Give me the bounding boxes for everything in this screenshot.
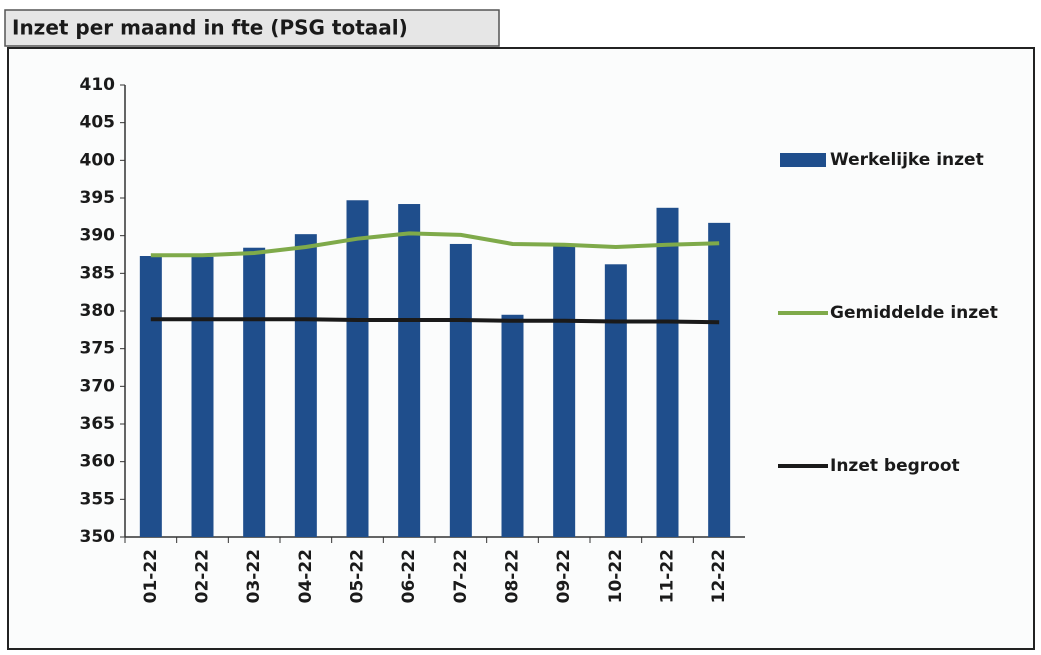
x-tick-label: 11-22 [658, 549, 678, 603]
y-tick-label: 410 [80, 75, 116, 95]
y-tick-label: 385 [80, 263, 116, 283]
legend-swatch [780, 153, 826, 167]
x-tick-label: 08-22 [503, 549, 523, 603]
x-tick-label: 02-22 [193, 549, 213, 603]
bar [243, 247, 266, 537]
y-tick-label: 405 [80, 113, 116, 133]
bar [553, 243, 576, 537]
x-tick-label: 01-22 [141, 549, 161, 603]
legend-label: Inzet begroot [830, 456, 960, 476]
x-tick-label: 06-22 [399, 549, 419, 603]
y-tick-label: 380 [80, 301, 116, 321]
bar [708, 222, 731, 538]
y-tick-label: 400 [80, 150, 116, 170]
bar [449, 243, 472, 537]
bar [656, 207, 679, 537]
x-tick-label: 03-22 [244, 549, 264, 603]
y-tick-label: 390 [80, 226, 116, 246]
x-tick-label: 07-22 [451, 549, 471, 603]
legend-label: Werkelijke inzet [830, 150, 984, 170]
bar [139, 256, 162, 537]
bar [398, 204, 421, 537]
x-tick-label: 12-22 [709, 549, 729, 603]
line [150, 231, 720, 258]
bar [294, 234, 317, 537]
y-tick-label: 360 [80, 452, 116, 472]
bar [346, 200, 369, 537]
line [150, 317, 720, 325]
x-tick-label: 04-22 [296, 549, 316, 603]
chart-title: Inzet per maand in fte (PSG totaal) [12, 16, 408, 40]
title-tab [4, 9, 500, 47]
y-tick-label: 350 [80, 527, 116, 547]
x-tick-label: 05-22 [348, 549, 368, 603]
bar [191, 256, 214, 537]
x-tick-label: 10-22 [606, 549, 626, 603]
y-tick-label: 365 [80, 414, 116, 434]
bar [604, 264, 627, 537]
bar [501, 314, 524, 537]
y-tick-label: 395 [80, 188, 116, 208]
legend-label: Gemiddelde inzet [830, 303, 998, 323]
y-tick-label: 370 [80, 376, 116, 396]
y-tick-label: 375 [80, 339, 116, 359]
x-tick-label: 09-22 [554, 549, 574, 603]
y-tick-label: 355 [80, 489, 116, 509]
